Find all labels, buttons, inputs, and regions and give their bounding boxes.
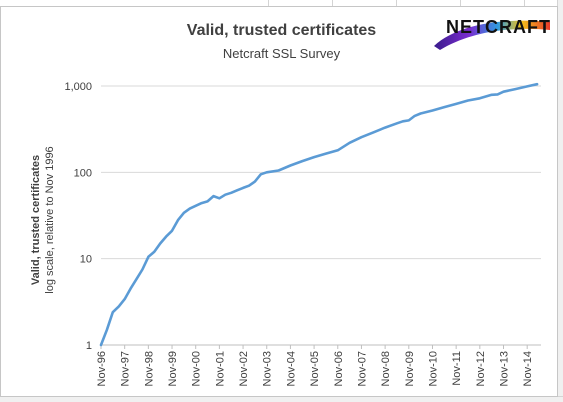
logo-swoosh	[434, 20, 550, 50]
x-tick-label: Nov-05	[309, 351, 321, 386]
chart-title: Valid, trusted certificates	[186, 22, 377, 39]
data-point	[266, 171, 268, 173]
y-axis-label: Valid, trusted certificates	[30, 154, 42, 286]
data-point	[230, 192, 232, 194]
x-tick-label: Nov-07	[356, 351, 368, 386]
data-point	[514, 88, 516, 90]
data-point	[195, 205, 197, 207]
x-tick-label: Nov-02	[238, 351, 250, 386]
data-point	[526, 85, 528, 87]
x-tick-label: Nov-98	[143, 351, 155, 386]
data-point	[372, 131, 374, 134]
data-point	[242, 187, 244, 189]
x-tick-label: Nov-09	[404, 351, 416, 386]
data-point	[384, 126, 386, 129]
x-tick-label: Nov-01	[214, 351, 226, 386]
data-point	[491, 94, 493, 96]
data-point	[479, 97, 481, 99]
x-tick-label: Nov-00	[191, 351, 203, 386]
data-point	[135, 278, 138, 280]
x-tick-label: Nov-14	[522, 351, 534, 386]
y-tick-label: 1	[86, 340, 92, 352]
data-point	[153, 251, 155, 253]
data-point	[254, 181, 256, 183]
data-point	[277, 169, 280, 172]
data-point	[402, 120, 404, 122]
data-point	[118, 305, 120, 307]
y-axis-subtitle: log scale, relative to Nov 1996	[44, 146, 56, 294]
y-tick-label: 100	[74, 167, 92, 179]
data-point	[301, 160, 303, 162]
chart-subtitle: Netcraft SSL Survey	[222, 46, 341, 61]
x-tick-label: Nov-12	[475, 351, 487, 386]
data-point	[360, 136, 363, 138]
data-point	[171, 230, 173, 232]
x-tick-label: Nov-13	[499, 351, 511, 386]
data-point	[337, 149, 339, 151]
y-tick-label: 1,000	[64, 81, 92, 93]
data-point	[236, 189, 238, 191]
data-point	[224, 194, 226, 196]
data-point	[420, 112, 422, 115]
data-point	[183, 212, 185, 214]
data-point	[443, 106, 445, 108]
data-point	[218, 197, 220, 199]
data-point	[112, 311, 114, 313]
sheet-column-strip	[0, 0, 563, 6]
data-point	[147, 256, 149, 258]
chart-area[interactable]	[0, 6, 558, 397]
data-point	[536, 83, 538, 85]
x-tick-label: Nov-04	[285, 351, 297, 386]
data-point	[414, 115, 416, 117]
x-tick-label: Nov-11	[451, 351, 463, 386]
x-tick-label: Nov-10	[427, 351, 439, 386]
data-point	[260, 173, 262, 175]
x-tick-label: Nov-99	[167, 351, 179, 386]
data-point	[408, 119, 410, 121]
data-point	[313, 156, 315, 158]
x-tick-label: Nov-06	[333, 351, 345, 386]
data-point	[502, 91, 505, 93]
series-line	[99, 82, 539, 347]
data-point	[349, 142, 351, 144]
data-point	[124, 298, 126, 300]
data-point	[496, 93, 499, 95]
data-point	[467, 99, 469, 102]
data-point	[177, 219, 179, 221]
data-point	[455, 103, 457, 105]
netcraft-logo: NETCRAFT	[430, 12, 552, 52]
y-tick-label: 10	[80, 254, 92, 266]
data-point	[141, 268, 144, 271]
data-point	[212, 195, 215, 197]
data-point	[165, 236, 167, 238]
data-point	[159, 242, 161, 245]
data-point	[431, 109, 434, 112]
x-tick-label: Nov-08	[380, 351, 392, 386]
data-point	[189, 208, 191, 210]
x-tick-label: Nov-96	[96, 351, 108, 386]
data-point	[106, 329, 108, 331]
data-point	[325, 152, 327, 155]
x-tick-label: Nov-03	[262, 351, 274, 386]
data-point	[129, 288, 132, 290]
logo-text: NETCRAFT	[446, 17, 551, 37]
data-point	[248, 185, 250, 187]
data-point	[396, 122, 398, 124]
data-point	[100, 344, 102, 346]
x-tick-label: Nov-97	[120, 351, 132, 386]
data-point	[201, 202, 203, 204]
data-point	[289, 164, 292, 167]
data-point	[206, 200, 209, 203]
